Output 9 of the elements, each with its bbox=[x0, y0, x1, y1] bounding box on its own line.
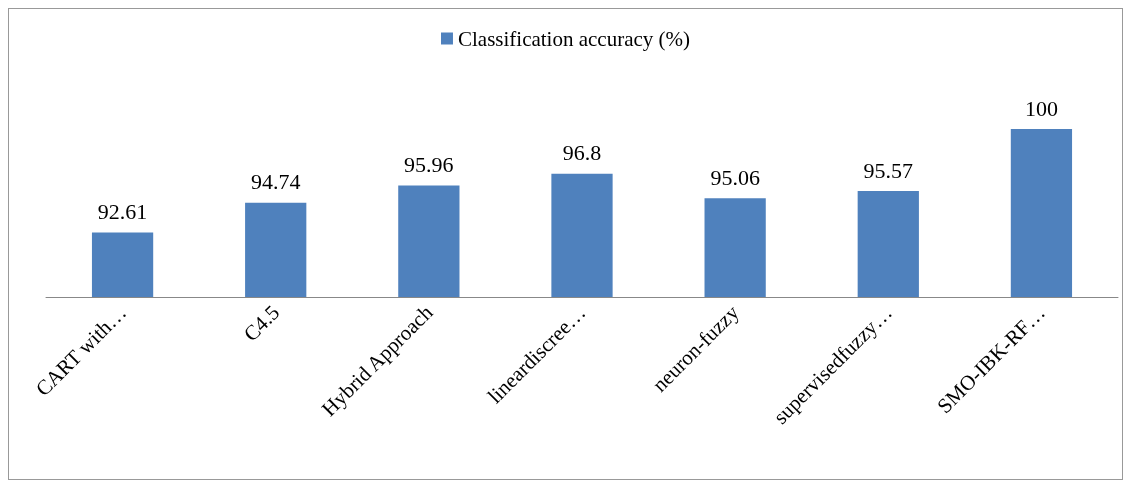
x-tick-label: C4.5 bbox=[238, 300, 285, 346]
data-label: 100 bbox=[1024, 95, 1058, 121]
data-label: 92.61 bbox=[97, 198, 148, 224]
data-label: 95.96 bbox=[404, 152, 454, 178]
data-label: 96.8 bbox=[562, 140, 602, 166]
data-label: 95.57 bbox=[863, 157, 914, 183]
data-label: 94.74 bbox=[250, 169, 301, 195]
legend-label: Classification accuracy (%) bbox=[457, 26, 691, 51]
data-label: 95.06 bbox=[710, 164, 760, 190]
